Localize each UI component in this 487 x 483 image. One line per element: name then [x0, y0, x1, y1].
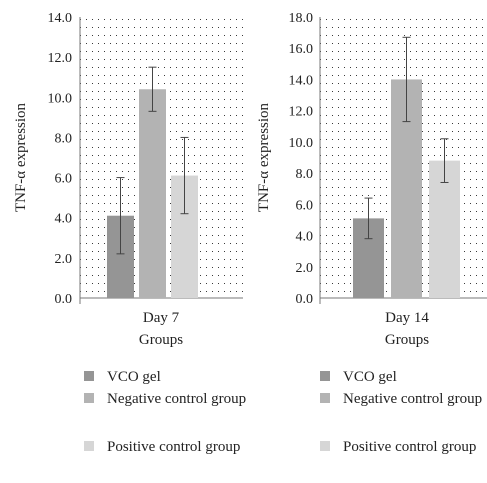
- y-tick-label: 8.0: [296, 167, 314, 182]
- x-axis-title: Groups: [139, 332, 183, 348]
- y-tick-label: 14.0: [48, 11, 73, 26]
- chart-panel-day-7: 0.0 2.0 4.0 6.0 8.0 10.0 12.0 14.0 Day 7 Groups TN…: [13, 11, 243, 348]
- y-tick-label: 0.0: [296, 292, 314, 307]
- y-tick-label: 18.0: [289, 11, 314, 26]
- x-category-label: Day 14: [385, 310, 429, 326]
- y-tick-label: 4.0: [296, 230, 314, 245]
- y-axis-title: TNF-α expression: [13, 102, 29, 212]
- legend-label: VCO gel: [107, 369, 161, 385]
- y-tick-label: 14.0: [289, 73, 314, 88]
- legend-day-14: VCO gel Negative control group Positive …: [320, 367, 485, 479]
- legend-swatch: [320, 441, 330, 451]
- y-tick-label: 10.0: [48, 91, 73, 106]
- y-tick-label: 12.0: [48, 51, 73, 66]
- bar-3: [429, 160, 460, 298]
- y-tick-label: 0.0: [55, 292, 73, 307]
- y-tick-label: 10.0: [289, 136, 314, 151]
- bar-2: [139, 89, 166, 298]
- legend-swatch: [320, 371, 330, 381]
- legend-label: Positive control group: [107, 439, 241, 455]
- legend-label: Negative control group: [343, 391, 483, 407]
- y-tick-label: 8.0: [55, 131, 73, 146]
- legend-label: Positive control group: [343, 439, 477, 455]
- y-axis-title: TNF-α expression: [256, 102, 272, 212]
- y-tick-label: 2.0: [296, 261, 314, 276]
- legend-swatch: [84, 371, 94, 381]
- y-tick-label: 4.0: [55, 212, 73, 227]
- y-tick-label: 6.0: [296, 198, 314, 213]
- y-tick-label: 2.0: [55, 252, 73, 267]
- y-tick-label: 6.0: [55, 172, 73, 187]
- legend-label: VCO gel: [343, 369, 397, 385]
- legend-label: Negative control group: [107, 391, 247, 407]
- chart-panel-day-14: 0.0 2.0 4.0 6.0 8.0 10.0 12.0 14.0 16.0 18.0 Day 1…: [256, 11, 487, 348]
- y-tick-label: 12.0: [289, 105, 314, 120]
- legend-swatch: [84, 441, 94, 451]
- y-tick-label: 16.0: [289, 42, 314, 57]
- x-axis-title: Groups: [385, 332, 429, 348]
- legend-swatch: [320, 393, 330, 403]
- legend-swatch: [84, 393, 94, 403]
- x-category-label: Day 7: [143, 310, 180, 326]
- legend-day-7: VCO gel Negative control group Positive …: [84, 367, 254, 479]
